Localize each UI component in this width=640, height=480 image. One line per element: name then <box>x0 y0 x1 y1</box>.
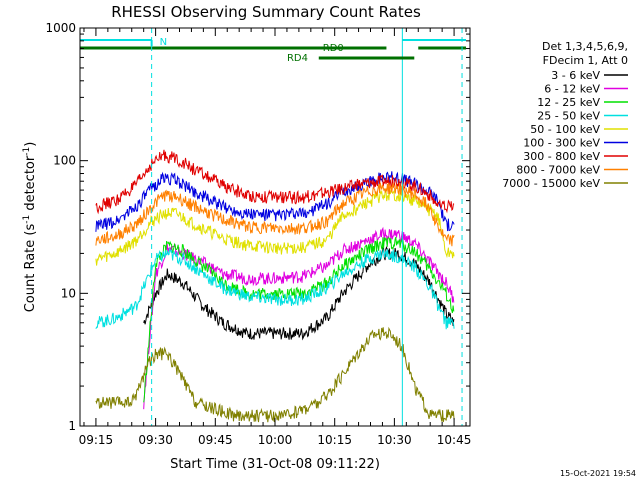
x-tick-label: 09:15 <box>79 433 114 447</box>
legend-header-line-1: Det 1,3,4,5,6,9, <box>542 40 628 53</box>
legend-entry-label: 25 - 50 keV <box>537 110 600 123</box>
legend: Det 1,3,4,5,6,9, FDecim 1, Att 0 3 - 6 k… <box>502 40 628 190</box>
series-line <box>95 171 455 232</box>
x-tick-label: 09:45 <box>198 433 233 447</box>
x-tick-label: 10:45 <box>437 433 472 447</box>
legend-entry-label: 800 - 7000 keV <box>516 164 600 177</box>
x-tick-label: 09:30 <box>138 433 173 447</box>
legend-entry-label: 100 - 300 keV <box>523 137 600 150</box>
footer-date: 15-Oct-2021 19:54 <box>560 469 636 478</box>
decimation-label: RD0 <box>323 43 344 54</box>
y-axis-label-end: ) <box>23 142 38 147</box>
y-axis-label: Count Rate (s-1 detector-1) <box>22 142 38 313</box>
legend-entry-label: 50 - 100 keV <box>530 123 600 136</box>
series-line <box>95 149 455 215</box>
legend-entry-label: 6 - 12 keV <box>544 83 600 96</box>
roll-label: RD4 <box>287 53 308 64</box>
legend-header-line-2: FDecim 1, Att 0 <box>543 54 628 67</box>
y-axis-label-mid: detector <box>23 155 38 215</box>
legend-entry-label: 3 - 6 keV <box>551 69 600 82</box>
y-axis: 1 10 100 1000 <box>45 21 470 433</box>
series-line <box>95 182 455 247</box>
legend-entry-label: 7000 - 15000 keV <box>502 177 600 190</box>
x-tick-label: 10:00 <box>258 433 293 447</box>
series-line <box>95 326 455 423</box>
x-axis-label: Start Time (31-Oct-08 09:11:22) <box>170 457 380 472</box>
series-line <box>95 247 455 330</box>
attenuator-label: N <box>160 37 167 48</box>
legend-entry-label: 12 - 25 keV <box>537 96 600 109</box>
y-axis-label-main: Count Rate (s <box>23 224 38 313</box>
y-tick-label: 10 <box>61 286 76 300</box>
series-line <box>95 188 455 266</box>
annotation-layer: N RD0 RD4 <box>80 28 467 426</box>
x-tick-label: 10:15 <box>317 433 352 447</box>
legend-entry-label: 300 - 800 keV <box>523 150 600 163</box>
x-axis: 09:15 09:30 09:45 10:00 10:15 10:30 10:45 <box>79 28 472 447</box>
y-axis-label-sup2: -1 <box>22 147 32 156</box>
y-axis-label-sup1: -1 <box>22 215 32 224</box>
y-tick-label: 100 <box>53 154 76 168</box>
chart-title: RHESSI Observing Summary Count Rates <box>111 3 421 21</box>
y-tick-label: 1000 <box>45 21 76 35</box>
x-tick-label: 10:30 <box>377 433 412 447</box>
series-layer <box>95 149 455 423</box>
y-tick-label: 1 <box>68 419 76 433</box>
